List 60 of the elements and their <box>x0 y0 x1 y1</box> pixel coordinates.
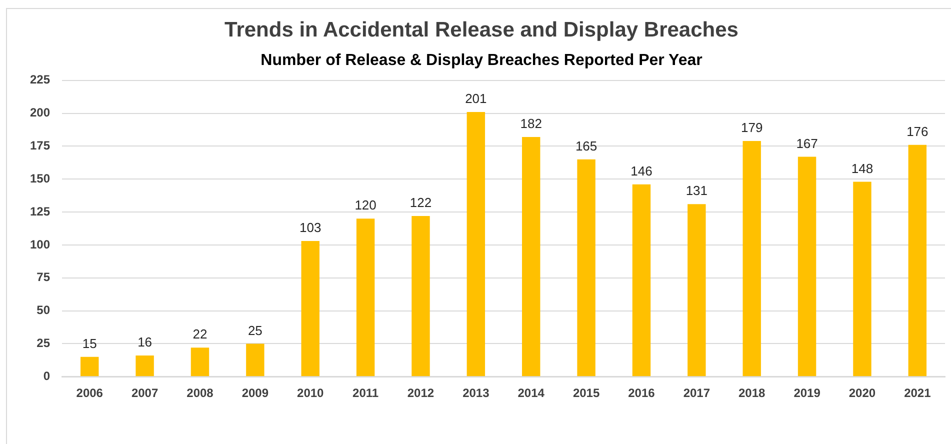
y-tick-label: 100 <box>30 237 50 252</box>
bar <box>190 348 210 376</box>
x-tick-label: 2008 <box>186 386 214 400</box>
chart-subtitle: Number of Release & Display Breaches Reported Per Year <box>260 52 702 70</box>
bar <box>356 218 375 376</box>
y-tick-label: 75 <box>36 270 50 284</box>
data-label: 179 <box>740 120 763 136</box>
data-label: 176 <box>906 124 928 139</box>
x-tick-label: 2014 <box>518 386 545 400</box>
y-tick-label: 25 <box>36 336 50 350</box>
data-label: 120 <box>354 198 376 213</box>
x-tick-label: 2013 <box>462 386 490 400</box>
x-tick-label: 2019 <box>794 386 821 400</box>
y-tick-label: 175 <box>30 138 50 153</box>
data-label: 25 <box>248 322 262 338</box>
y-tick-label: 50 <box>36 303 50 318</box>
bar <box>522 137 540 376</box>
bar <box>301 241 320 376</box>
bar <box>80 356 99 376</box>
x-tick-label: 2007 <box>131 386 158 400</box>
data-label: 182 <box>520 116 542 132</box>
x-tick-label: 2006 <box>76 386 104 400</box>
x-tick-label: 2015 <box>572 386 600 400</box>
data-label: 22 <box>192 326 208 342</box>
y-tick-label: 200 <box>30 106 50 120</box>
bar <box>466 112 486 376</box>
data-label: 165 <box>575 138 598 154</box>
x-tick-label: 2021 <box>904 386 932 400</box>
x-tick-label: 2009 <box>242 386 269 400</box>
data-label: 16 <box>138 334 152 350</box>
data-label: 15 <box>82 336 97 351</box>
bar <box>136 356 154 376</box>
data-label: 148 <box>851 160 874 176</box>
x-tick-label: 2011 <box>352 386 379 400</box>
bar <box>246 344 264 376</box>
x-tick-label: 2018 <box>738 386 766 400</box>
chart-title: Trends in Accidental Release and Display Breaches <box>224 18 738 42</box>
bar <box>632 184 651 376</box>
y-tick-label: 225 <box>30 72 50 87</box>
bar <box>853 182 872 376</box>
x-tick-label: 2012 <box>407 386 434 400</box>
bar <box>688 204 706 376</box>
data-label: 122 <box>410 195 432 210</box>
x-tick-label: 2016 <box>628 386 656 400</box>
data-label: 103 <box>300 220 322 236</box>
y-tick-label: 150 <box>30 171 50 186</box>
bar <box>412 216 430 376</box>
bar <box>798 156 816 376</box>
data-label: 131 <box>686 183 708 198</box>
data-label: 146 <box>630 163 652 178</box>
y-tick-label: 125 <box>30 204 50 218</box>
data-label: 201 <box>465 91 487 106</box>
bar <box>577 159 596 376</box>
x-tick-label: 2017 <box>683 386 710 400</box>
bar <box>908 144 927 376</box>
y-tick-label: 0 <box>43 368 50 383</box>
x-tick-label: 2020 <box>848 386 876 400</box>
bar <box>742 140 761 376</box>
x-tick-label: 2010 <box>297 386 324 400</box>
data-label: 167 <box>796 136 818 151</box>
